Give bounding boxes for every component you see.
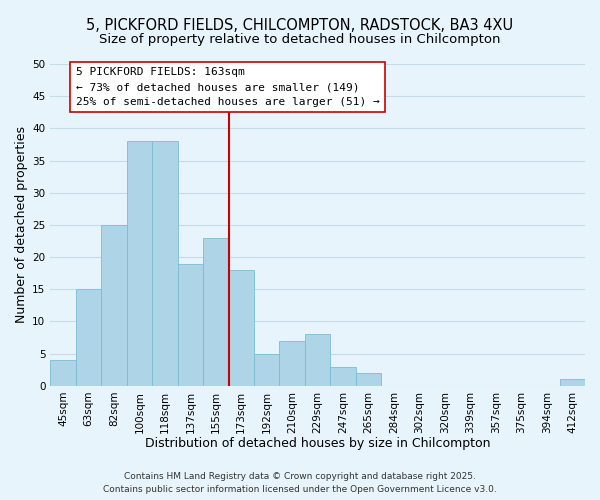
Bar (101, 225, 127, 386)
Bar (254, 354, 280, 386)
Bar (560, 380, 585, 386)
Bar (356, 373, 381, 386)
Bar (127, 141, 152, 386)
Bar (280, 341, 305, 386)
Bar (203, 238, 229, 386)
Bar (178, 264, 203, 386)
Bar (50, 360, 76, 386)
Text: Size of property relative to detached houses in Chilcompton: Size of property relative to detached ho… (99, 32, 501, 46)
Text: 5 PICKFORD FIELDS: 163sqm
← 73% of detached houses are smaller (149)
25% of semi: 5 PICKFORD FIELDS: 163sqm ← 73% of detac… (76, 67, 379, 107)
Bar (76, 290, 101, 386)
Bar (229, 270, 254, 386)
Bar (152, 141, 178, 386)
Text: Contains HM Land Registry data © Crown copyright and database right 2025.
Contai: Contains HM Land Registry data © Crown c… (103, 472, 497, 494)
Bar (305, 334, 331, 386)
Bar (331, 366, 356, 386)
X-axis label: Distribution of detached houses by size in Chilcompton: Distribution of detached houses by size … (145, 437, 490, 450)
Text: 5, PICKFORD FIELDS, CHILCOMPTON, RADSTOCK, BA3 4XU: 5, PICKFORD FIELDS, CHILCOMPTON, RADSTOC… (86, 18, 514, 32)
Y-axis label: Number of detached properties: Number of detached properties (15, 126, 28, 324)
